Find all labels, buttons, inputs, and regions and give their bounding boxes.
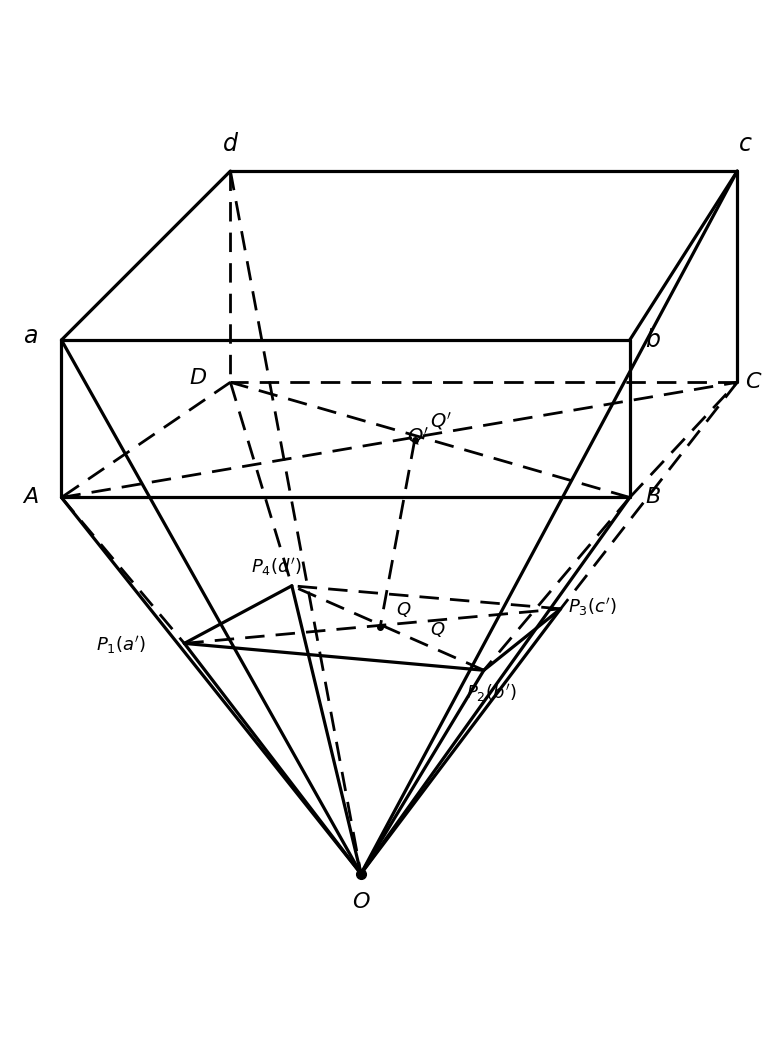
Text: $O$: $O$ [352,891,370,913]
Text: $d$: $d$ [222,132,239,156]
Text: $P_2(b')$: $P_2(b')$ [466,682,517,704]
Text: $P_4(d')$: $P_4(d')$ [251,556,302,578]
Text: $D$: $D$ [189,367,207,389]
Text: $P_1(a')$: $P_1(a')$ [96,634,146,656]
Text: $Q'$: $Q'$ [430,410,452,432]
Text: $b$: $b$ [645,328,661,352]
Text: $Q'$: $Q'$ [407,425,429,447]
Text: $a$: $a$ [24,324,38,348]
Text: $P_3(c')$: $P_3(c')$ [568,595,617,617]
Text: $Q$: $Q$ [396,601,411,619]
Text: $Q$: $Q$ [430,620,445,639]
Text: $B$: $B$ [645,486,661,508]
Text: $c$: $c$ [737,132,753,156]
Text: $A$: $A$ [22,486,38,508]
Text: $C$: $C$ [745,372,763,393]
